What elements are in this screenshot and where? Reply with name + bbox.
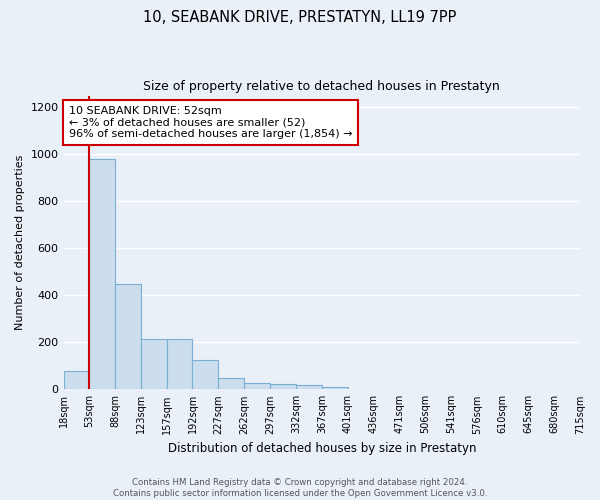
Bar bbox=[244, 384, 270, 390]
X-axis label: Distribution of detached houses by size in Prestatyn: Distribution of detached houses by size … bbox=[167, 442, 476, 455]
Title: Size of property relative to detached houses in Prestatyn: Size of property relative to detached ho… bbox=[143, 80, 500, 93]
Bar bbox=[115, 284, 142, 390]
Bar bbox=[296, 385, 322, 390]
Bar bbox=[89, 159, 115, 390]
Text: 10 SEABANK DRIVE: 52sqm
← 3% of detached houses are smaller (52)
96% of semi-det: 10 SEABANK DRIVE: 52sqm ← 3% of detached… bbox=[69, 106, 352, 139]
Text: Contains HM Land Registry data © Crown copyright and database right 2024.
Contai: Contains HM Land Registry data © Crown c… bbox=[113, 478, 487, 498]
Text: 10, SEABANK DRIVE, PRESTATYN, LL19 7PP: 10, SEABANK DRIVE, PRESTATYN, LL19 7PP bbox=[143, 10, 457, 25]
Bar bbox=[322, 387, 348, 390]
Bar bbox=[64, 370, 89, 390]
Y-axis label: Number of detached properties: Number of detached properties bbox=[15, 154, 25, 330]
Bar bbox=[142, 339, 167, 390]
Bar bbox=[270, 384, 296, 390]
Bar bbox=[193, 360, 218, 390]
Bar bbox=[218, 378, 244, 390]
Bar bbox=[167, 339, 193, 390]
